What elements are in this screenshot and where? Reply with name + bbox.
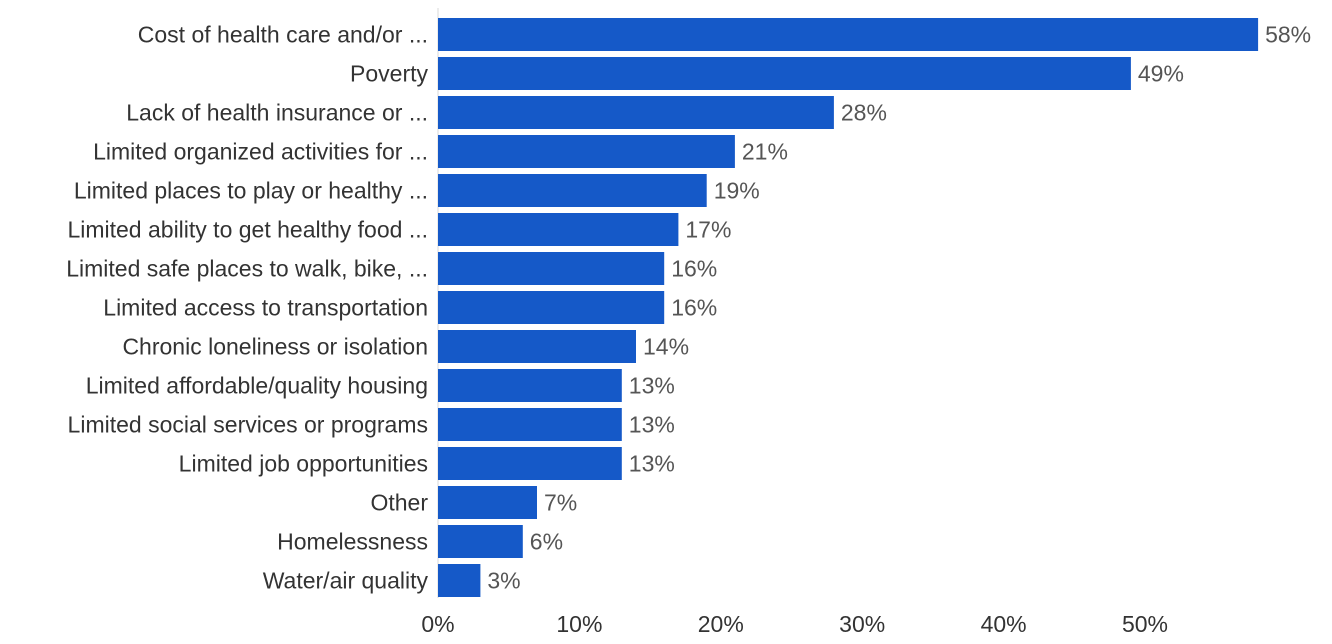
category-label: Limited job opportunities (179, 451, 428, 477)
value-label: 16% (671, 295, 717, 321)
category-label: Limited ability to get healthy food ... (67, 217, 428, 243)
category-label: Limited affordable/quality housing (86, 373, 428, 399)
category-label: Limited safe places to walk, bike, ... (66, 256, 428, 282)
value-label: 16% (671, 256, 717, 282)
value-label: 28% (841, 100, 887, 126)
bar (438, 291, 665, 324)
x-tick-label: 10% (556, 611, 602, 637)
category-label: Water/air quality (263, 568, 429, 594)
bar (438, 252, 665, 285)
category-label: Limited places to play or healthy ... (74, 178, 428, 204)
bar (438, 18, 1259, 51)
category-label: Homelessness (277, 529, 428, 555)
bar (438, 564, 481, 597)
bar (438, 330, 636, 363)
category-label: Chronic loneliness or isolation (122, 334, 428, 360)
value-label: 49% (1138, 61, 1184, 87)
value-label: 19% (714, 178, 760, 204)
x-tick-label: 0% (421, 611, 454, 637)
category-label: Limited access to transportation (103, 295, 428, 321)
bar (438, 525, 523, 558)
bar (438, 57, 1131, 90)
category-label: Cost of health care and/or ... (138, 22, 428, 48)
bar (438, 174, 707, 207)
value-labels-group: 58% 49% 28% 21% 19% 17% 16% 16% 14% 13% 13% 13% 7% 6%… (487, 22, 1311, 594)
category-label: Lack of health insurance or ... (126, 100, 428, 126)
category-label: Limited organized activities for ... (93, 139, 428, 165)
bar (438, 369, 622, 402)
bars-group (438, 18, 1259, 597)
category-labels-group: Cost of health care and/or ... Poverty Lac… (66, 22, 428, 594)
category-label: Poverty (350, 61, 428, 87)
bar (438, 486, 537, 519)
x-tick-label: 30% (839, 611, 885, 637)
value-label: 6% (530, 529, 563, 555)
value-label: 7% (544, 490, 577, 516)
bar (438, 213, 679, 246)
value-label: 13% (629, 373, 675, 399)
bar (438, 447, 622, 480)
value-label: 58% (1265, 22, 1311, 48)
x-axis-ticks-group: 0% 10% 20% 30% 40% 50% (421, 611, 1168, 637)
bar (438, 96, 834, 129)
value-label: 14% (643, 334, 689, 360)
value-label: 3% (487, 568, 520, 594)
value-label: 21% (742, 139, 788, 165)
category-label: Limited social services or programs (68, 412, 428, 438)
bar (438, 135, 735, 168)
value-label: 17% (685, 217, 731, 243)
bar (438, 408, 622, 441)
value-label: 13% (629, 451, 675, 477)
x-tick-label: 20% (698, 611, 744, 637)
x-tick-label: 50% (1122, 611, 1168, 637)
category-label: Other (370, 490, 428, 516)
value-label: 13% (629, 412, 675, 438)
x-tick-label: 40% (981, 611, 1027, 637)
